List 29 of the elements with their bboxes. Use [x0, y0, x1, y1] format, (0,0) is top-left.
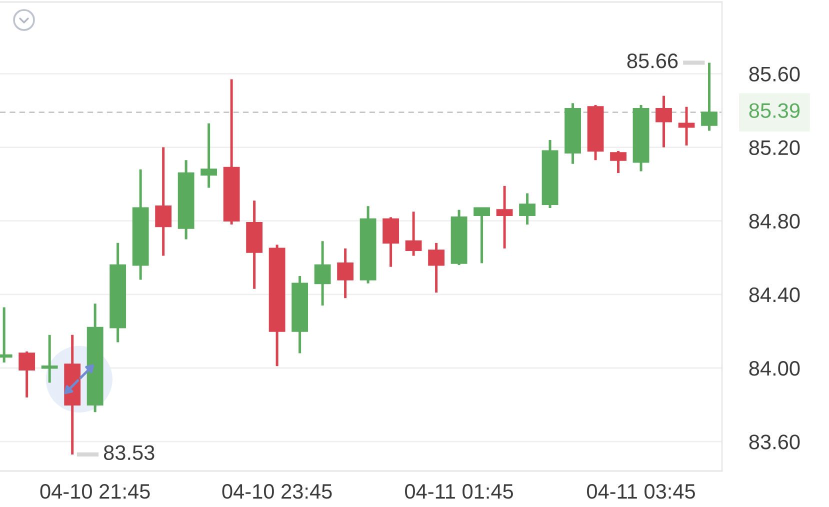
candlestick — [610, 150, 626, 174]
x-tick-label: 04-11 03:45 — [587, 484, 695, 499]
candlestick — [701, 61, 718, 132]
candlestick — [678, 106, 695, 147]
candlestick — [155, 146, 172, 258]
candlestick — [382, 216, 399, 268]
candlestick — [496, 184, 513, 250]
candlestick — [405, 210, 422, 258]
candlestick — [18, 350, 36, 399]
annotation: 83.53 — [104, 445, 154, 460]
candlestick — [428, 242, 444, 294]
candlestick — [337, 247, 354, 300]
ref-line-label: 85.39 — [749, 103, 800, 118]
y-tick-label: 84.00 — [749, 361, 800, 376]
candlestick — [314, 240, 331, 307]
y-tick-label: 85.60 — [749, 66, 800, 82]
x-tick-label: 04-11 01:45 — [405, 484, 514, 499]
y-tick-label: 84.80 — [749, 214, 800, 229]
candlestick — [41, 334, 58, 384]
y-tick-label: 84.40 — [749, 287, 800, 302]
annotation: 85.66 — [627, 54, 678, 68]
candlestick — [656, 94, 672, 149]
candlestick — [200, 122, 218, 190]
x-tick-label: 04-10 23:45 — [222, 484, 332, 499]
y-tick-label: 85.20 — [749, 140, 800, 156]
candlestick — [474, 206, 490, 264]
y-tick-label: 83.60 — [749, 434, 800, 450]
x-tick-label: 04-10 21:45 — [40, 484, 150, 499]
candlestick — [519, 192, 536, 226]
